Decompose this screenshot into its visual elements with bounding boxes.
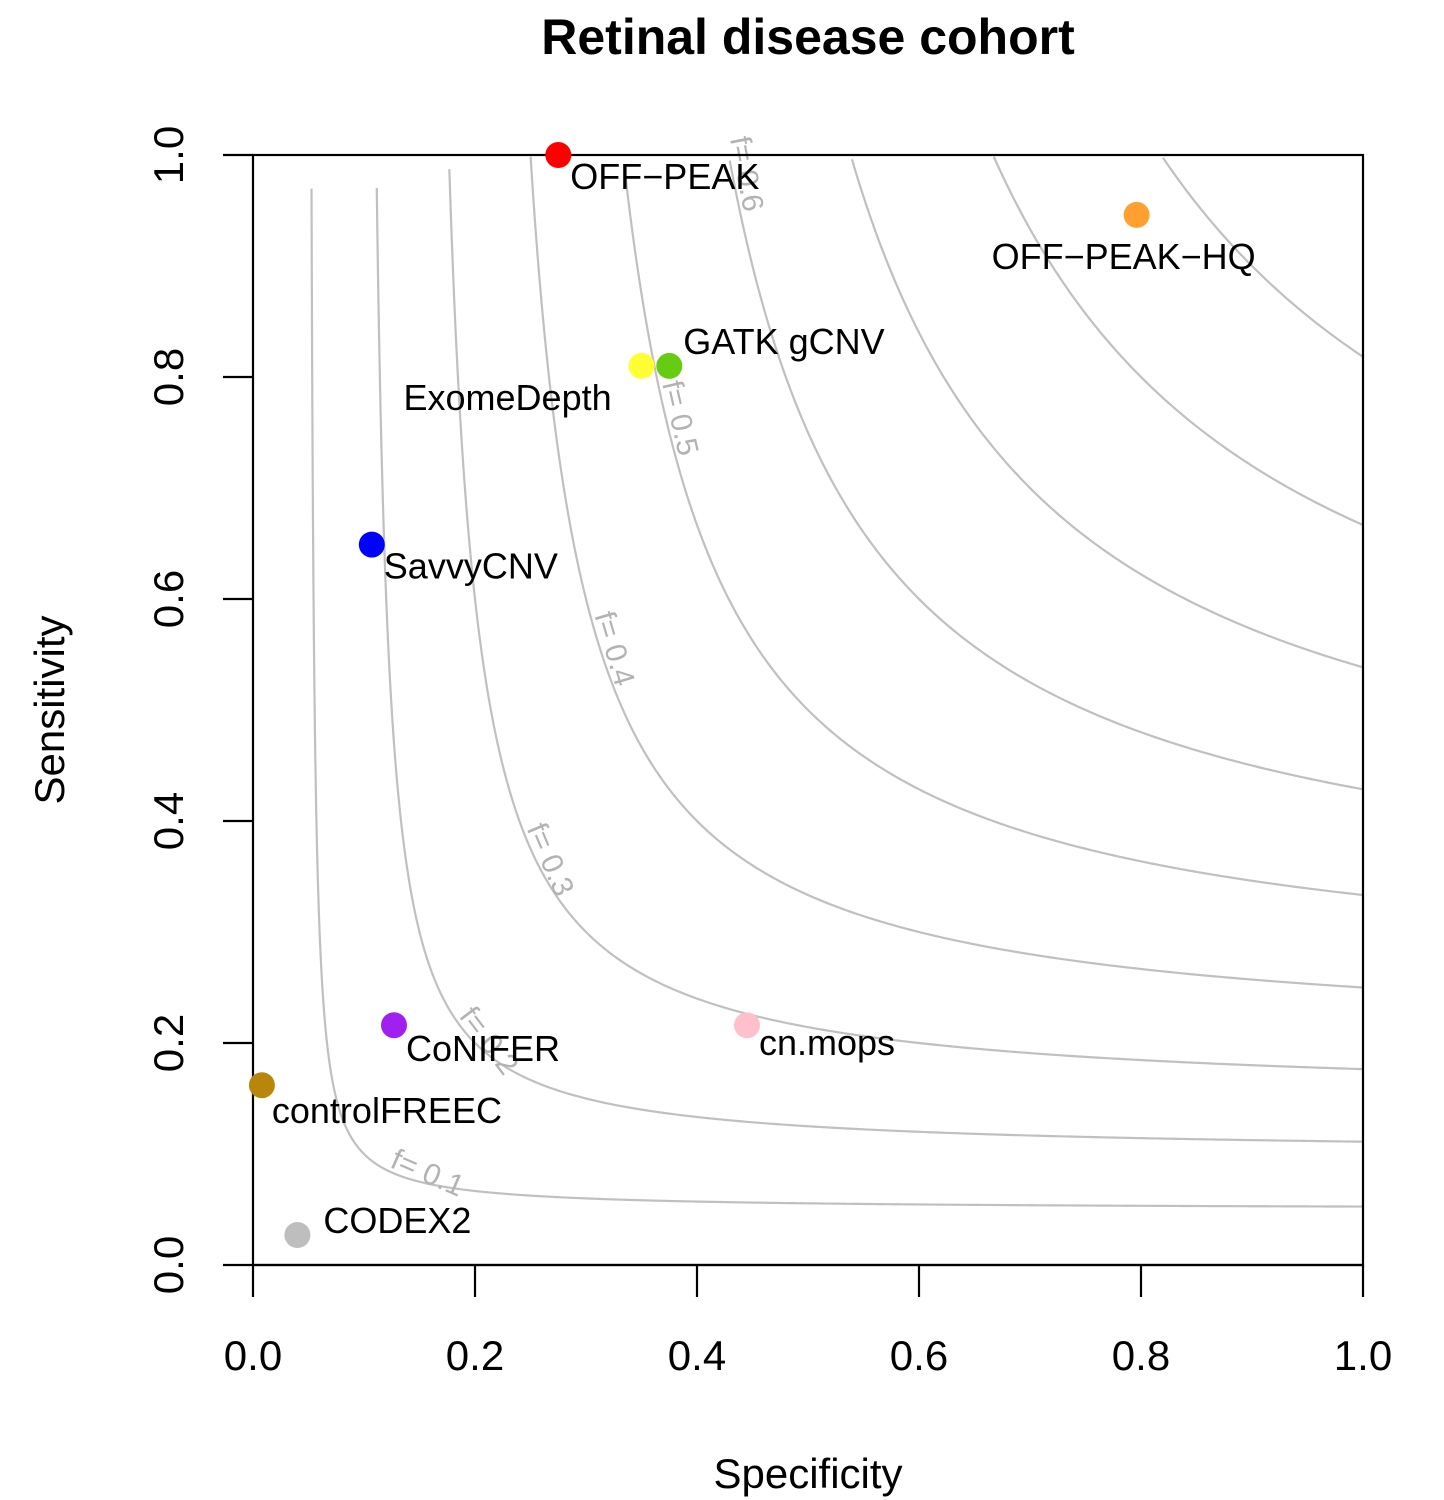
iso-f-curve — [375, 187, 1364, 1143]
y-axis: 0.0 0.2 0.4 0.6 0.8 1.0 — [145, 126, 253, 1294]
data-point-label: OFF−PEAK — [570, 156, 759, 197]
data-point-label: SavvyCNV — [384, 546, 558, 587]
iso-f-curve — [992, 156, 1364, 527]
x-axis: 0.0 0.2 0.4 0.6 0.8 1.0 — [224, 1263, 1392, 1379]
data-points — [248, 142, 1150, 1248]
data-point — [656, 352, 683, 379]
x-axis-title: Specificity — [713, 1450, 902, 1497]
iso-f-label: f= 0.1 — [386, 1143, 469, 1204]
iso-f-label: f= 0.4 — [588, 608, 641, 690]
data-point-label: OFF−PEAK−HQ — [992, 236, 1256, 277]
y-tick-label: 1.0 — [145, 126, 192, 184]
y-axis-title: Sensitivity — [26, 615, 73, 804]
data-point-label: GATK gCNV — [683, 321, 884, 362]
iso-f-curve — [850, 159, 1364, 669]
iso-f-curve — [1162, 157, 1364, 358]
y-tick-label: 0.4 — [145, 792, 192, 850]
data-point-label: ExomeDepth — [404, 377, 612, 418]
x-tick-label: 0.0 — [224, 1332, 282, 1379]
data-point — [628, 352, 655, 379]
data-point — [381, 1012, 407, 1039]
x-tick-label: 0.6 — [890, 1332, 948, 1379]
data-point — [358, 531, 385, 558]
y-tick-label: 0.6 — [145, 570, 192, 628]
y-tick-label: 0.0 — [145, 1236, 192, 1294]
chart-title: Retinal disease cohort — [541, 9, 1075, 65]
data-point — [284, 1222, 311, 1248]
y-tick-label: 0.2 — [145, 1014, 192, 1072]
iso-f-label: f= 0.5 — [655, 377, 704, 458]
data-point-label: controlFREEC — [272, 1090, 502, 1131]
x-tick-label: 1.0 — [1334, 1332, 1392, 1379]
iso-f-curve — [728, 160, 1364, 791]
iso-f-curve — [310, 188, 1364, 1208]
iso-f-curve — [622, 164, 1364, 897]
data-point-label: CODEX2 — [323, 1200, 471, 1241]
x-tick-label: 0.8 — [1112, 1332, 1170, 1379]
y-tick-label: 0.8 — [145, 348, 192, 406]
data-point — [545, 142, 572, 168]
x-tick-label: 0.2 — [446, 1332, 504, 1379]
x-tick-label: 0.4 — [668, 1332, 726, 1379]
data-point-labels: OFF−PEAK OFF−PEAK−HQ GATK gCNV ExomeDepth Sa… — [272, 156, 1256, 1241]
data-point-label: cn.mops — [759, 1022, 895, 1063]
iso-f-curve — [529, 156, 1364, 989]
data-point — [248, 1072, 275, 1099]
iso-f-label: f= 0.3 — [520, 818, 580, 901]
data-point — [1123, 201, 1150, 228]
data-point — [734, 1012, 760, 1039]
data-point-label: CoNIFER — [406, 1028, 560, 1069]
